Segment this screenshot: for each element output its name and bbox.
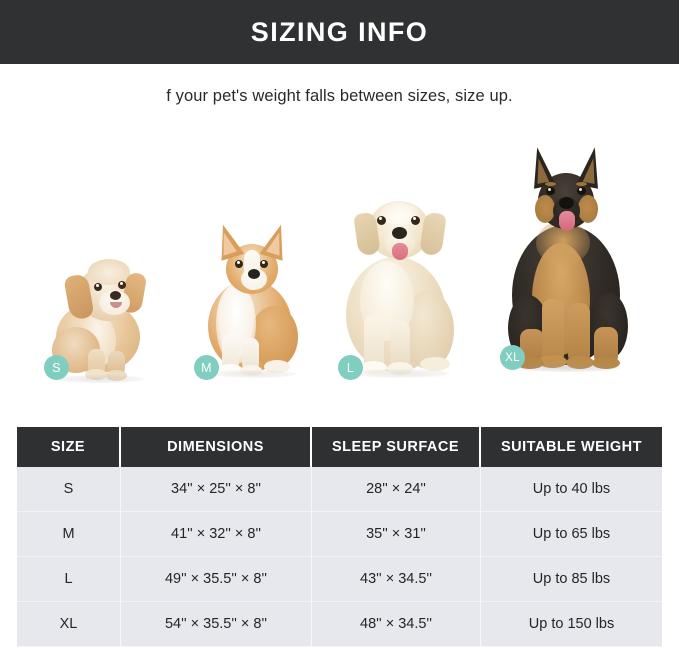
cell-dimensions: 54'' × 35.5'' × 8''	[121, 602, 312, 647]
cell-dimensions: 34'' × 25'' × 8''	[121, 467, 312, 512]
tongue	[559, 211, 575, 231]
cell-sleep-surface: 28'' × 24''	[312, 467, 481, 512]
dog-figure-xl: XL	[490, 145, 640, 382]
cell-sleep-surface: 35'' × 31''	[312, 512, 481, 557]
dog-figure-l: L	[328, 187, 463, 382]
dog-size-lineup: S	[6, 114, 673, 383]
size-badge-label: L	[346, 360, 355, 375]
cell-sleep-surface: 43'' × 34.5''	[312, 557, 481, 602]
table-row: S 34'' × 25'' × 8'' 28'' × 24'' Up to 40…	[17, 467, 662, 512]
nose	[248, 269, 260, 279]
cell-suitable-weight: Up to 65 lbs	[481, 512, 662, 557]
page-title: SIZING INFO	[250, 16, 429, 47]
subtitle-container: f your pet's weight falls between sizes,…	[0, 64, 679, 114]
size-badge-label: M	[201, 360, 212, 375]
table-header-row: SIZE DIMENSIONS SLEEP SURFACE SUITABLE W…	[17, 427, 662, 467]
cell-size: M	[17, 512, 121, 557]
column-header-sleep-surface: SLEEP SURFACE	[312, 427, 481, 467]
cell-suitable-weight: Up to 150 lbs	[481, 602, 662, 647]
nose	[110, 291, 121, 300]
german-shepherd-illustration: XL	[490, 145, 640, 382]
header-banner: SIZING INFO	[0, 0, 679, 64]
size-badge-label: S	[52, 360, 61, 375]
size-badge-l: L	[338, 355, 363, 380]
dog-figure-m: M	[186, 221, 311, 382]
size-badge-label: XL	[505, 351, 520, 364]
tongue	[392, 243, 408, 260]
pembroke-welsh-corgi-illustration: M	[186, 221, 311, 382]
golden-retriever-illustration: L	[328, 187, 463, 382]
dog-figure-s: S	[36, 257, 161, 383]
column-header-dimensions: DIMENSIONS	[121, 427, 312, 467]
nose	[392, 227, 407, 239]
column-header-suitable-weight: SUITABLE WEIGHT	[501, 439, 642, 455]
column-header-size: SIZE	[17, 427, 121, 467]
table-row: L 49'' × 35.5'' × 8'' 43'' × 34.5'' Up t…	[17, 557, 662, 602]
cell-size: XL	[17, 602, 121, 647]
cell-size: S	[17, 467, 121, 512]
cell-dimensions: 49'' × 35.5'' × 8''	[121, 557, 312, 602]
cell-suitable-weight: Up to 85 lbs	[481, 557, 662, 602]
nose	[559, 197, 574, 209]
table-row: M 41'' × 32'' × 8'' 35'' × 31'' Up to 65…	[17, 512, 662, 557]
cell-sleep-surface: 48'' × 34.5''	[312, 602, 481, 647]
sizing-note: f your pet's weight falls between sizes,…	[166, 86, 513, 105]
cell-dimensions: 41'' × 32'' × 8''	[121, 512, 312, 557]
cell-suitable-weight: Up to 40 lbs	[481, 467, 662, 512]
small-fluffy-dog-illustration: S	[36, 257, 161, 383]
sizing-table: SIZE DIMENSIONS SLEEP SURFACE SUITABLE W…	[17, 427, 662, 647]
size-badge-xl: XL	[500, 345, 525, 370]
size-badge-m: M	[194, 355, 219, 380]
size-badge-s: S	[44, 355, 69, 380]
table-row: XL 54'' × 35.5'' × 8'' 48'' × 34.5'' Up …	[17, 602, 662, 647]
cell-size: L	[17, 557, 121, 602]
